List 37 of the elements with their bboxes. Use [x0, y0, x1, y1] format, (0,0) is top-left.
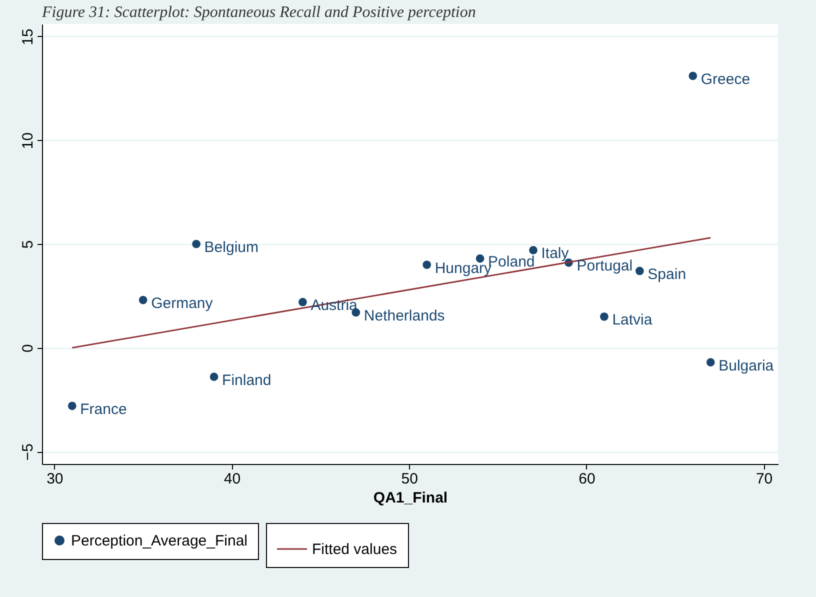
annotation: France	[80, 400, 127, 418]
annotation: Spain	[648, 266, 686, 283]
legend-label: Perception_Average_Final	[71, 532, 248, 550]
y-tick-label: 10	[20, 132, 36, 150]
annotation: Portugal	[576, 258, 633, 275]
annotation: Belgium	[204, 239, 258, 256]
point	[422, 260, 432, 269]
y-tick-label: 0	[20, 344, 36, 352]
chart-title: Figure 31: Scatterplot: Spontaneous Recall and Positive perception	[41, 4, 476, 21]
y-tick-label: −5	[20, 443, 36, 461]
point	[529, 246, 538, 254]
point	[688, 72, 698, 80]
point	[706, 358, 715, 366]
annotation: Italy	[541, 245, 570, 262]
annotation: Netherlands	[364, 307, 445, 324]
x-tick-label: 30	[46, 470, 64, 488]
y-tick-label: 15	[20, 28, 36, 46]
legend-label: Fitted values	[312, 541, 398, 558]
x-tick-label: 40	[224, 470, 241, 488]
point	[635, 266, 644, 276]
point	[600, 312, 608, 321]
x-axis-title: QA1_Final	[373, 490, 448, 506]
point	[210, 372, 218, 382]
annotation: Latvia	[612, 312, 653, 329]
x-tick-label: 50	[401, 470, 418, 488]
annotation: Greece	[700, 70, 750, 88]
x-tick-label: 60	[578, 470, 596, 488]
point	[138, 296, 148, 304]
y-tick-label: 5	[20, 240, 36, 249]
x-tick-label: 70	[756, 470, 773, 488]
annotation: Germany	[151, 295, 214, 312]
point	[298, 298, 307, 306]
point	[476, 254, 484, 263]
annotation: Bulgaria	[718, 357, 774, 374]
point	[192, 240, 200, 248]
annotation: Finland	[222, 372, 272, 389]
point	[68, 402, 76, 410]
